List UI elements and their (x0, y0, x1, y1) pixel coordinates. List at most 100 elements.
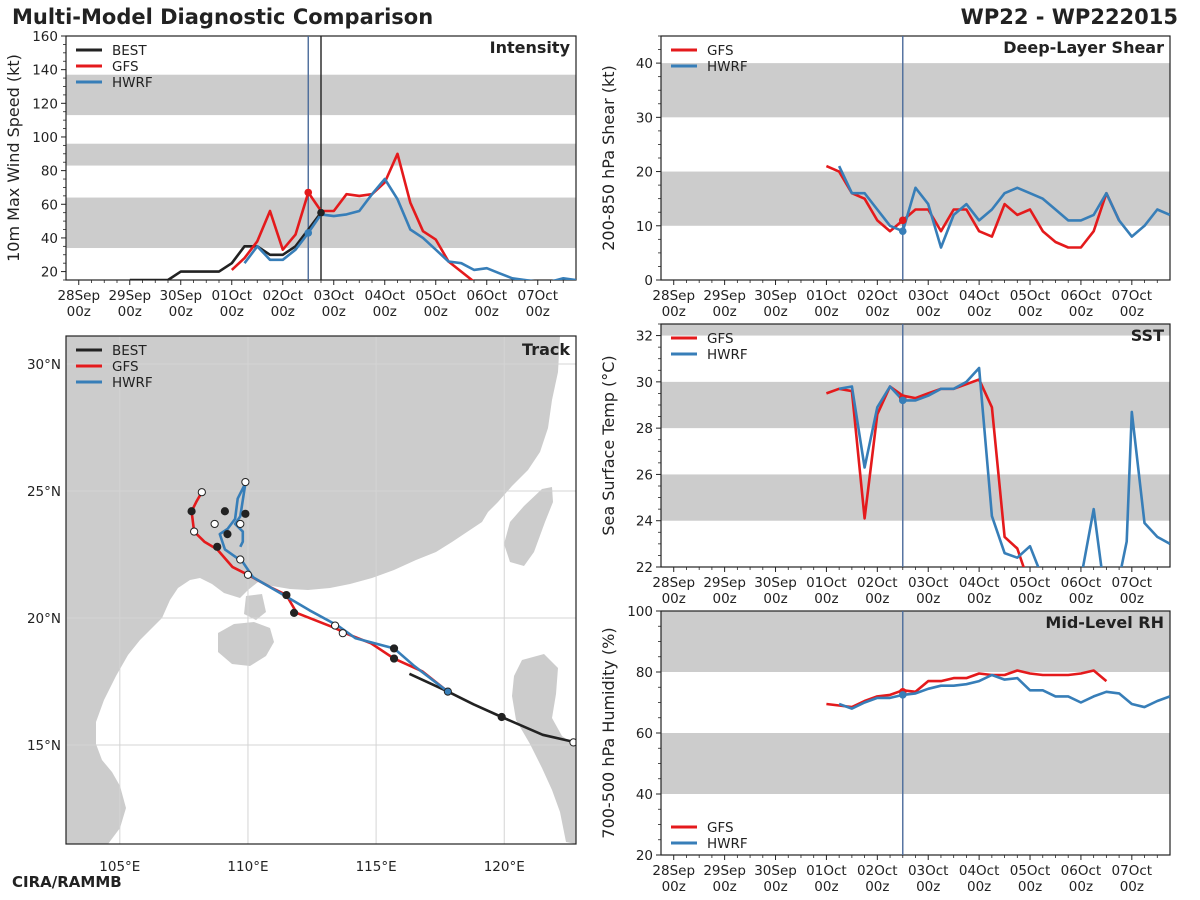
ytick-label-track: 20°N (27, 611, 61, 627)
band-rh-1 (661, 611, 1170, 672)
series-group-rh (826, 669, 1170, 710)
ytick-label-intensity: 160 (32, 29, 58, 45)
ytick-label-track: 30°N (27, 357, 61, 373)
xtick-label-track: 115°E (356, 859, 397, 875)
xtick-label-hour-rh: 00z (662, 879, 686, 895)
track-point-best (569, 738, 576, 747)
panel-sst: 22242628303228Sep00z29Sep00z30Sep00z01Oc… (599, 323, 1171, 607)
xtick-label-date-rh: 06Oct (1061, 863, 1102, 879)
luzon-land (512, 654, 576, 844)
panel-track: 105°E 110°E 115°E 120°E 15°N 20°N 25°N 30°N Trac… (27, 335, 577, 875)
track-point-hwrf (282, 590, 291, 600)
xtick-label-date-sst: 02Oct (857, 575, 898, 591)
frame-track (65, 335, 577, 845)
track-point-gfs (243, 570, 253, 579)
ytick-label-intensity: 60 (41, 197, 58, 213)
ytick-label-intensity: 80 (41, 164, 58, 180)
leizhou-peninsula-land (244, 594, 266, 620)
series-line-sst-hwrf (838, 366, 1170, 567)
xtick-label-date-rh: 28Sep (652, 863, 695, 879)
xtick-label-date-shear: 04Oct (959, 288, 1000, 304)
xtick-label-hour-sst: 00z (916, 591, 940, 607)
xtick-label-hour-intensity: 00z (118, 304, 142, 320)
xtick-label-date-shear: 02Oct (857, 288, 898, 304)
taiwan-land (504, 487, 553, 566)
xtick-label-date-sst: 28Sep (652, 575, 695, 591)
xtick-label-hour-intensity: 00z (424, 304, 448, 320)
marker-intensity-gfs (304, 188, 313, 197)
track-point-gfs (338, 629, 347, 638)
legend-label-rh-hwrf: HWRF (707, 836, 748, 852)
xtick-label-hour-shear: 00z (662, 304, 686, 320)
track-map-land (66, 336, 576, 844)
legend-label-intensity-best: BEST (112, 43, 147, 59)
legend-label-shear-hwrf: HWRF (707, 59, 748, 75)
xtick-label-hour-rh: 00z (1069, 879, 1093, 895)
xtick-label-hour-shear: 00z (1018, 304, 1042, 320)
xtick-label-date-rh: 03Oct (908, 863, 949, 879)
xtick-label-date-sst: 03Oct (908, 575, 949, 591)
xtick-label-hour-intensity: 00z (475, 304, 499, 320)
legend-label-sst-hwrf: HWRF (707, 347, 748, 363)
xtick-label-date-shear: 03Oct (908, 288, 949, 304)
ytick-label-sst: 28 (636, 421, 653, 437)
panel-title-shear: Deep-Layer Shear (1003, 38, 1164, 57)
xtick-label-hour-shear: 00z (1120, 304, 1144, 320)
legend-label-track-hwrf: HWRF (112, 375, 153, 391)
xtick-label-date-intensity: 30Sep (159, 288, 202, 304)
ytick-label-rh: 20 (636, 848, 653, 864)
track-point-best (497, 712, 506, 722)
series-group-shear (825, 164, 1170, 249)
borneo-land (90, 792, 124, 830)
track-point-gfs (389, 654, 399, 663)
legend-label-rh-gfs: GFS (707, 820, 734, 836)
xtick-label-hour-shear: 00z (865, 304, 889, 320)
panel-title-track: Track (522, 340, 570, 359)
xtick-label-date-sst: 04Oct (959, 575, 1000, 591)
band-shear-0 (661, 171, 1170, 226)
ytick-label-intensity: 100 (32, 130, 58, 146)
xtick-label-hour-rh: 00z (967, 879, 991, 895)
legend-label-track-best: BEST (112, 343, 147, 359)
band-sst-1 (661, 381, 1170, 429)
xtick-label-date-shear: 07Oct (1112, 288, 1153, 304)
xtick-label-hour-intensity: 00z (373, 304, 397, 320)
ytick-label-shear: 0 (644, 273, 653, 289)
series-line-intensity-best (129, 211, 323, 280)
ytick-label-rh: 40 (636, 787, 653, 803)
xtick-label-hour-rh: 00z (1018, 879, 1042, 895)
xtick-label-date-rh: 04Oct (959, 863, 1000, 879)
panel-shear: 01020304028Sep00z29Sep00z30Sep00z01Oct00… (599, 35, 1171, 320)
series-group-intensity (129, 152, 576, 280)
xtick-label-date-intensity: 02Oct (262, 288, 303, 304)
marker-sst-hwrf (898, 396, 907, 405)
xtick-label-hour-shear: 00z (967, 304, 991, 320)
ytick-label-sst: 30 (636, 375, 653, 391)
ytick-label-rh: 60 (636, 726, 653, 742)
xtick-label-hour-shear: 00z (814, 304, 838, 320)
xtick-label-date-rh: 01Oct (806, 863, 847, 879)
ytick-label-track: 25°N (27, 484, 61, 500)
xtick-label-track: 105°E (99, 859, 140, 875)
legend-label-intensity-hwrf: HWRF (112, 75, 153, 91)
credit-label: CIRA/RAMMB (12, 873, 122, 891)
ytick-label-shear: 40 (636, 56, 653, 72)
ylabel-shear: 200-850 hPa Shear (kt) (599, 65, 618, 251)
legend-label-intensity-gfs: GFS (112, 59, 139, 75)
xtick-label-date-rh: 05Oct (1010, 863, 1051, 879)
track-line-hwrf (218, 481, 449, 693)
xtick-label-hour-shear: 00z (1069, 304, 1093, 320)
xtick-label-hour-sst: 00z (1069, 591, 1093, 607)
ytick-label-shear: 10 (636, 219, 653, 235)
xtick-label-date-rh: 02Oct (857, 863, 898, 879)
track-point-hwrf (241, 509, 250, 518)
xtick-label-hour-shear: 00z (763, 304, 787, 320)
ytick-label-shear: 20 (636, 165, 653, 181)
ytick-label-sst: 32 (636, 329, 653, 345)
xtick-label-hour-sst: 00z (662, 591, 686, 607)
xtick-label-date-sst: 30Sep (754, 575, 797, 591)
band-sst-0 (661, 474, 1170, 521)
xtick-label-hour-sst: 00z (865, 591, 889, 607)
ytick-label-track: 15°N (27, 738, 61, 754)
track-lines (187, 477, 576, 747)
